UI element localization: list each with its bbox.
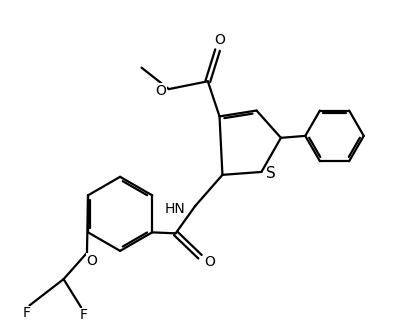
Text: O: O	[214, 33, 225, 47]
Text: S: S	[265, 167, 275, 181]
Text: O: O	[155, 84, 166, 98]
Text: F: F	[80, 308, 88, 322]
Text: O: O	[204, 255, 215, 269]
Text: HN: HN	[164, 202, 185, 216]
Text: O: O	[86, 254, 97, 268]
Text: F: F	[22, 306, 30, 320]
